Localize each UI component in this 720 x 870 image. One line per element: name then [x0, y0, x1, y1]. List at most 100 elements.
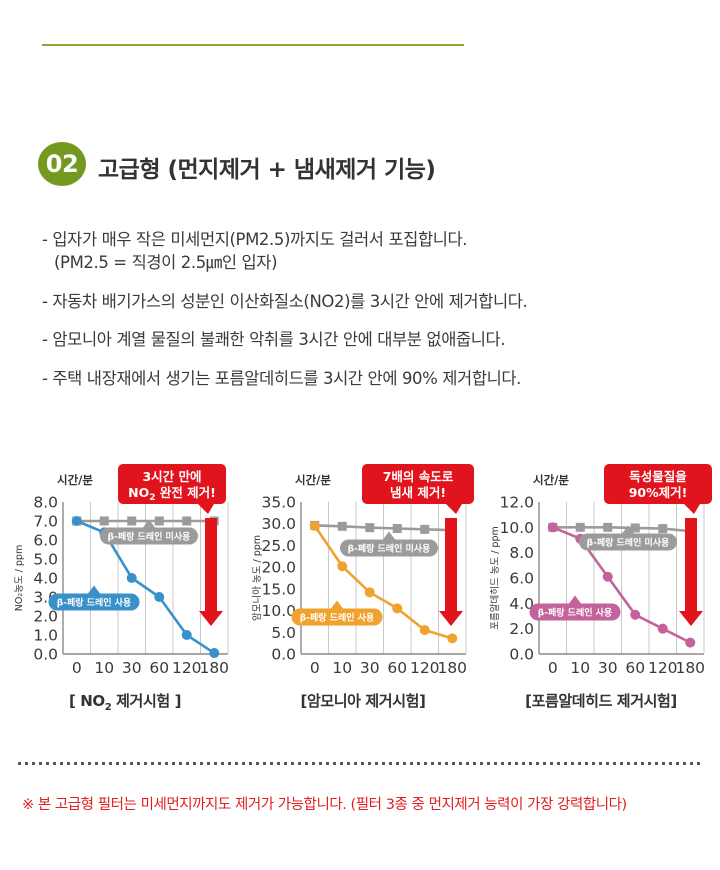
data-point-marker [154, 516, 164, 526]
legend-pill-label: β-페랑 드레인 미사용 [108, 530, 191, 542]
series-line [313, 524, 454, 532]
red-down-arrow [679, 518, 703, 626]
legend-pill-body [100, 527, 198, 545]
chart-formaldehyde-plot: 시간/분 포름알데히드 농도 / ppm 0.0 2.0 4.0 6.0 8.0 10.0 12… [482, 462, 720, 690]
x-tick-label: 10 [94, 659, 114, 677]
y-tick-label: 1.0 [33, 627, 58, 645]
callout-line-1: 7배의 속도로 [383, 469, 454, 484]
x-tick-label: 30 [360, 659, 380, 677]
y-tick-label: 8.0 [33, 494, 58, 512]
x-tick-label: 10 [332, 659, 352, 677]
legend-pointer [569, 595, 581, 604]
legend-pill-body [340, 539, 438, 557]
axis-header-label: 시간/분 [57, 473, 93, 487]
y-axis-label: 암모니아 농도 / ppm [251, 535, 263, 621]
x-tick-label: 120 [172, 659, 202, 677]
x-tick-label: 0 [548, 659, 558, 677]
y-tick-label: 0.0 [33, 646, 58, 664]
caption-rest: 제거시험 ] [111, 692, 182, 710]
chart-ammonia-plot: 시간/분 암모니아 농도 / ppm 0.0 5.0 10.0 15.0 20.0 25.0 3… [244, 462, 482, 690]
axis-header-label: 시간/분 [533, 473, 569, 487]
chart-no2-plot: 시간/분 NO₂농도 / ppm 0.0 1.0 2.0 3.0 4.0 5.0 6.0 7.0 8… [6, 462, 244, 690]
bullet-text-4: - 주택 내장재에서 생기는 포름알데히드를 3시간 안에 90% 제거합니다. [42, 368, 522, 388]
y-axis-label: NO₂농도 / ppm [14, 545, 25, 611]
data-point-marker [182, 516, 192, 526]
legend-pill-label: β-페랑 드레인 사용 [300, 611, 374, 623]
callout-line-2: 냄새 제거! [390, 485, 446, 500]
legend-pill: β-페랑 드레인 미사용 [579, 525, 677, 551]
y-tick-label: 2.0 [509, 620, 534, 638]
legend-pointer [383, 531, 395, 540]
caption-main: [암모니아 제거시험] [300, 692, 426, 710]
legend-pill-body [579, 533, 677, 551]
data-point-marker [447, 633, 458, 644]
data-point-marker [209, 648, 220, 659]
legend-pointer [88, 585, 100, 594]
data-point-marker [420, 524, 430, 534]
data-point-marker [392, 603, 403, 614]
data-point-marker [392, 523, 402, 533]
y-tick-label: 15.0 [261, 580, 296, 598]
data-point-marker [419, 625, 430, 636]
y-tick-label: 12.0 [499, 494, 534, 512]
y-axis-label: 포름알데히드 농도 / ppm [490, 526, 501, 630]
data-point-marker [603, 522, 613, 532]
data-point-marker [657, 623, 668, 634]
y-tick-label: 8.0 [509, 544, 534, 562]
caption-main: [ NO [68, 692, 105, 710]
chart-ammonia-caption: [암모니아 제거시험] [244, 690, 482, 711]
data-point-marker [685, 637, 696, 648]
list-item: - 암모니아 계열 물질의 불쾌한 악취를 3시간 안에 대부분 없애줍니다. [42, 328, 682, 351]
legend-pill: β-페랑 드레인 미사용 [340, 531, 438, 557]
x-tick-label: 0 [72, 659, 82, 677]
legend-pill: β-페랑 드레인 사용 [529, 595, 621, 621]
data-point-marker [575, 522, 585, 532]
y-tick-label: 20.0 [261, 559, 296, 577]
y-tick-label: 5.0 [271, 624, 296, 642]
page-title: 고급형 (먼지제거 + 냄새제거 기능) [98, 157, 436, 183]
legend-pill: β-페랑 드레인 사용 [291, 600, 383, 626]
feature-bullet-list: - 입자가 매우 작은 미세먼지(PM2.5)까지도 걸러서 포집합니다. (P… [42, 228, 682, 405]
callout-line-1: 3시간 만에 [142, 469, 201, 484]
x-tick-label: 60 [149, 659, 169, 677]
list-item: - 입자가 매우 작은 미세먼지(PM2.5)까지도 걸러서 포집합니다. (P… [42, 228, 682, 275]
x-tick-label: 120 [648, 659, 678, 677]
y-tick-label: 10.0 [261, 602, 296, 620]
x-tick-label: 180 [437, 659, 467, 677]
footer-note: ※ 본 고급형 필터는 미세먼지까지도 제거가 가능합니다. (필터 3종 중 … [22, 797, 627, 813]
list-item: - 주택 내장재에서 생기는 포름알데히드를 3시간 안에 90% 제거합니다. [42, 367, 682, 390]
legend-pill-label: β-페랑 드레인 사용 [538, 606, 612, 618]
y-tick-label: 30.0 [261, 515, 296, 533]
legend-pill-label: β-페랑 드레인 미사용 [587, 536, 670, 548]
legend-pill: β-페랑 드레인 미사용 [100, 519, 198, 545]
bullet-subtext-1: (PM2.5 = 직경이 2.5㎛인 입자) [54, 253, 278, 273]
section-number-label: 02 [45, 149, 79, 178]
data-point-marker [658, 524, 668, 534]
data-point-marker [337, 561, 348, 572]
y-tick-label: 5.0 [33, 551, 58, 569]
legend-pill-body [48, 593, 140, 611]
data-point-marker [364, 587, 375, 598]
x-tick-label: 60 [387, 659, 407, 677]
legend-pointer [143, 519, 155, 528]
bullet-text-3: - 암모니아 계열 물질의 불쾌한 악취를 3시간 안에 대부분 없애줍니다. [42, 330, 506, 350]
y-tick-label: 2.0 [33, 608, 58, 626]
legend-pill: β-페랑 드레인 사용 [48, 585, 140, 611]
red-down-arrow [199, 518, 223, 626]
bullet-text-2: - 자동차 배기가스의 성분인 이산화질소(NO2)를 3시간 안에 제거합니다… [42, 291, 528, 311]
data-point-marker [127, 516, 137, 526]
chart-formaldehyde-caption: [포름알데히드 제거시험] [482, 690, 720, 711]
y-tick-label: 10.0 [499, 519, 534, 537]
legend-pointer [331, 600, 343, 609]
red-down-arrow [439, 518, 463, 626]
charts-container: 시간/분 NO₂농도 / ppm 0.0 1.0 2.0 3.0 4.0 5.0 6.0 7.0 8… [0, 462, 720, 727]
y-tick-label: 0.0 [271, 646, 296, 664]
chart-no2: 시간/분 NO₂농도 / ppm 0.0 1.0 2.0 3.0 4.0 5.0 6.0 7.0 8… [6, 462, 244, 727]
caption-subscript: 2 [104, 702, 112, 713]
